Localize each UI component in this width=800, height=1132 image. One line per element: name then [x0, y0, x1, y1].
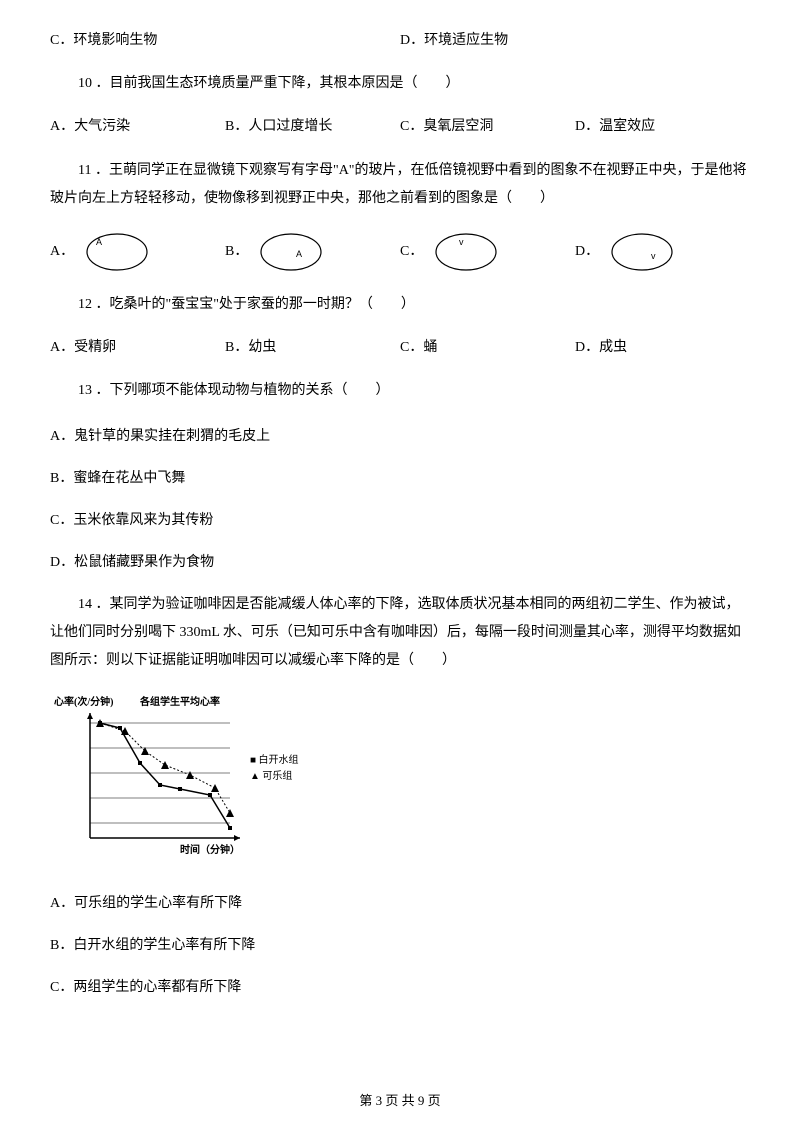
svg-text:心率(次/分钟): 心率(次/分钟) — [54, 695, 113, 708]
ellipse-b-icon: A — [256, 231, 326, 273]
q9-option-d: D．环境适应生物 — [400, 30, 750, 52]
q11-option-a: A． A — [50, 231, 225, 273]
q12-options: A．受精卵 B．幼虫 C．蛹 D．成虫 — [50, 337, 750, 359]
q10-option-c: C．臭氧层空洞 — [400, 116, 575, 138]
ellipse-a-icon: A — [82, 231, 152, 273]
svg-text:v: v — [651, 251, 656, 261]
q13-stem: 13 ．下列哪项不能体现动物与植物的关系（ ） — [50, 377, 750, 405]
q9-options-cd: C．环境影响生物 D．环境适应生物 — [50, 30, 750, 52]
q13-option-b: B．蜜蜂在花丛中飞舞 — [50, 465, 750, 493]
q11-label-b: B． — [225, 241, 248, 263]
q10-option-a: A．大气污染 — [50, 116, 225, 138]
page-footer: 第 3 页 共 9 页 — [0, 1091, 800, 1112]
svg-text:A: A — [96, 237, 102, 247]
q10-stem: 10 ．目前我国生态环境质量严重下降，其根本原因是（ ） — [50, 70, 750, 98]
q13-option-d: D．松鼠储藏野果作为食物 — [50, 549, 750, 577]
q11-stem: 11 ．王萌同学正在显微镜下观察写有字母"A"的玻片，在低倍镜视野中看到的图象不… — [50, 157, 750, 213]
svg-text:■ 白开水组: ■ 白开水组 — [250, 753, 299, 766]
q12-option-b: B．幼虫 — [225, 337, 400, 359]
q14-stem: 14 ．某同学为验证咖啡因是否能减缓人体心率的下降，选取体质状况基本相同的两组初… — [50, 591, 750, 675]
chart-svg-icon: 心率(次/分钟) 各组学生平均心率 ■ 白开水组 ▲ 可乐组时间（分钟） — [50, 693, 330, 863]
q11-option-d: D． v — [575, 231, 750, 273]
q12-option-a: A．受精卵 — [50, 337, 225, 359]
ellipse-c-icon: v — [431, 231, 501, 273]
q12-option-c: C．蛹 — [400, 337, 575, 359]
q10-options: A．大气污染 B．人口过度增长 C．臭氧层空洞 D．温室效应 — [50, 116, 750, 138]
q11-label-a: A． — [50, 241, 74, 263]
q11-option-b: B． A — [225, 231, 400, 273]
svg-text:各组学生平均心率: 各组学生平均心率 — [139, 695, 220, 708]
q11-label-c: C． — [400, 241, 423, 263]
q9-option-c: C．环境影响生物 — [50, 30, 400, 52]
heart-rate-chart: 心率(次/分钟) 各组学生平均心率 ■ 白开水组 ▲ 可乐组时间（分钟） — [50, 693, 750, 871]
q12-stem: 12 ．吃桑叶的"蚕宝宝"处于家蚕的那一时期？（ ） — [50, 291, 750, 319]
svg-text:A: A — [296, 249, 302, 259]
q14-option-c: C．两组学生的心率都有所下降 — [50, 974, 750, 1002]
q13-option-c: C．玉米依靠风来为其传粉 — [50, 507, 750, 535]
q11-label-d: D． — [575, 241, 599, 263]
q13-option-a: A．鬼针草的果实挂在刺猬的毛皮上 — [50, 423, 750, 451]
svg-text:v: v — [459, 237, 464, 247]
ellipse-d-icon: v — [607, 231, 677, 273]
q10-option-d: D．温室效应 — [575, 116, 750, 138]
svg-text:▲ 可乐组: ▲ 可乐组 — [250, 769, 292, 782]
q11-option-c: C． v — [400, 231, 575, 273]
q10-option-b: B．人口过度增长 — [225, 116, 400, 138]
q11-options: A． A B． A C． v D． v — [50, 231, 750, 273]
svg-text:时间（分钟）: 时间（分钟） — [180, 843, 240, 856]
q14-option-a: A．可乐组的学生心率有所下降 — [50, 890, 750, 918]
q12-option-d: D．成虫 — [575, 337, 750, 359]
q14-option-b: B．白开水组的学生心率有所下降 — [50, 932, 750, 960]
